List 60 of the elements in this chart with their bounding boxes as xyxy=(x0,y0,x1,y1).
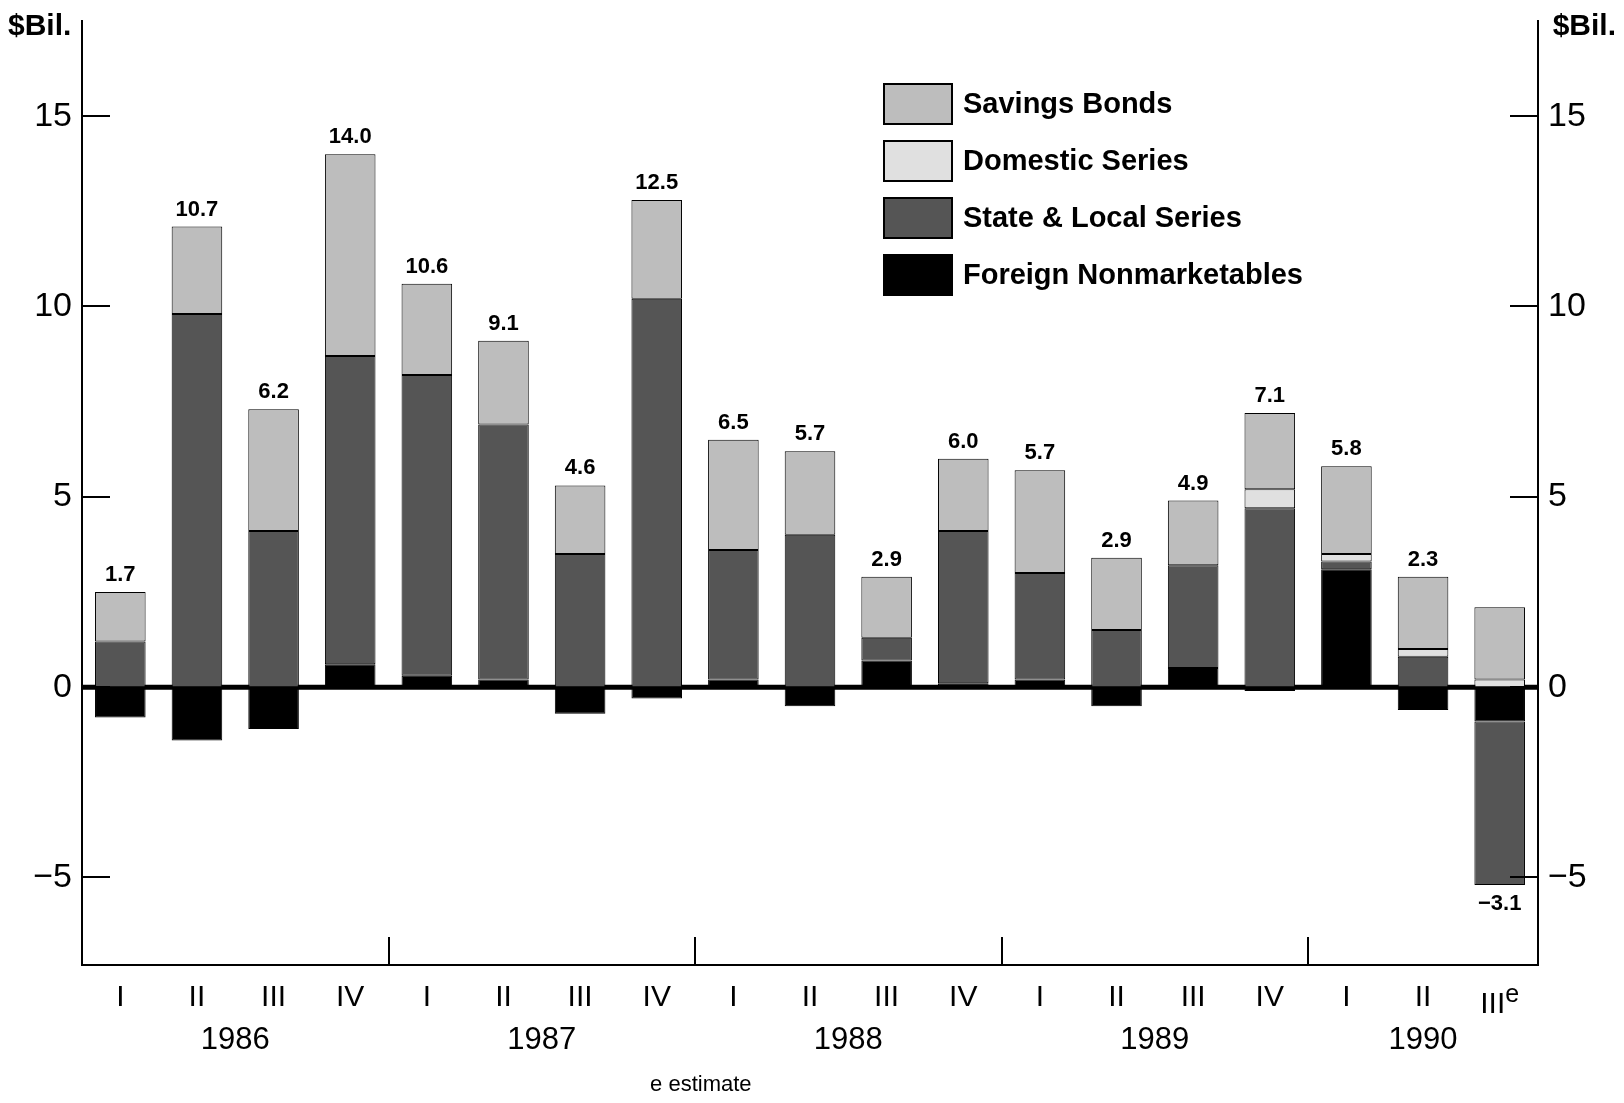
total-label: 2.9 xyxy=(1101,526,1132,552)
text: 1989 xyxy=(1120,1021,1190,1056)
x-tick-label: IV xyxy=(949,979,978,1012)
x-tick-label: IV xyxy=(642,979,671,1012)
text: 1987 xyxy=(507,1021,577,1056)
x-tick-label: III xyxy=(874,979,900,1012)
total-label: 5.8 xyxy=(1331,435,1362,461)
x-tick-label: II xyxy=(1108,979,1125,1012)
legend-label: State & Local Series xyxy=(962,201,1242,234)
total-label: 5.7 xyxy=(1024,439,1056,465)
x-tick-label: II xyxy=(801,979,819,1012)
x-tick-label: IV xyxy=(1255,979,1284,1012)
x-tick-label: II xyxy=(188,979,206,1012)
text: 1990 xyxy=(1388,1021,1458,1056)
x-tick-label: I xyxy=(1342,979,1351,1012)
x-tick-label: I xyxy=(116,979,125,1012)
total-label: 6.0 xyxy=(947,427,979,453)
y2-tick-label: 0 xyxy=(1548,665,1567,704)
x-tick-label: III xyxy=(567,979,593,1012)
x-tick-label: II xyxy=(1414,979,1432,1012)
x-tick-label: III xyxy=(261,979,287,1012)
text: 1986 xyxy=(200,1021,270,1056)
text: e estimate xyxy=(650,1071,752,1096)
y-tick-label: 15 xyxy=(34,94,72,133)
total-label: 10.6 xyxy=(405,252,449,278)
y-tick-label: 5 xyxy=(53,475,72,514)
total-label: 6.2 xyxy=(258,378,289,404)
x-tick-label: I xyxy=(422,979,431,1012)
total-label: 9.1 xyxy=(488,309,519,335)
x-tick-label: I xyxy=(1035,979,1045,1012)
legend-label: Foreign Nonmarketables xyxy=(962,258,1303,291)
text: 1988 xyxy=(813,1021,883,1056)
x-tick-label: IV xyxy=(336,979,365,1012)
total-label: 4.9 xyxy=(1177,469,1209,495)
total-label: 2.3 xyxy=(1407,545,1439,571)
total-label: 1.7 xyxy=(105,561,136,587)
y-tick-label: 0 xyxy=(53,665,72,704)
x-tick-label: III xyxy=(1180,979,1206,1012)
x-tick-label: I xyxy=(729,979,738,1012)
y-tick-label: 10 xyxy=(34,284,72,323)
total-label: 5.7 xyxy=(794,420,826,446)
legend-label: Savings Bonds xyxy=(962,87,1173,120)
y2-tick-label: −5 xyxy=(1548,855,1587,894)
y2-tick-label: 15 xyxy=(1548,94,1586,133)
y-axis-title: $Bil. xyxy=(8,8,72,41)
y2-tick-label: 10 xyxy=(1548,284,1586,323)
y2-axis-title: $Bil. xyxy=(1552,8,1616,41)
x-tick-label: II xyxy=(495,979,512,1012)
x-tick-label: III$^{e}$ xyxy=(1480,979,1520,1019)
total-label: 10.7 xyxy=(175,195,219,221)
total-label: 7.1 xyxy=(1254,382,1286,408)
legend-label: Domestic Series xyxy=(962,144,1189,177)
total-label: 6.5 xyxy=(718,408,749,434)
y2-tick-label: 5 xyxy=(1548,475,1567,514)
total-label: 14.0 xyxy=(328,123,372,149)
total-label: 12.5 xyxy=(635,168,679,194)
total-label: −3.1 xyxy=(1477,890,1522,916)
y-tick-label: −5 xyxy=(33,855,72,894)
total-label: 2.9 xyxy=(871,545,902,571)
total-label: 4.6 xyxy=(564,454,596,480)
